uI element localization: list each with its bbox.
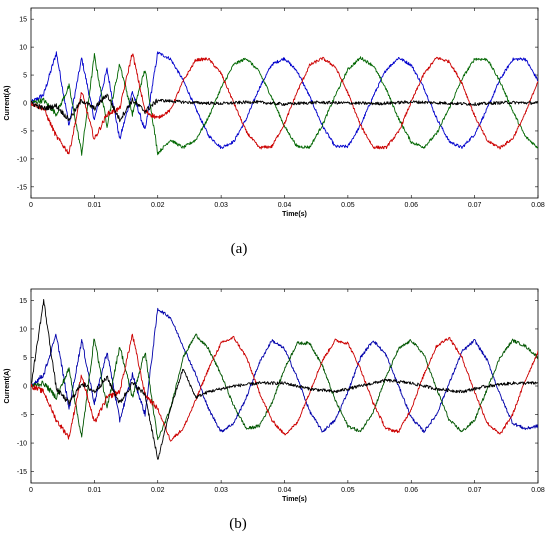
- y-tick-label: -15: [17, 469, 27, 476]
- y-tick-label: 5: [23, 73, 27, 80]
- plot-frame: [30, 288, 539, 484]
- y-tick-label: -10: [17, 156, 27, 163]
- x-tick-label: 0.07: [468, 487, 482, 494]
- x-tick-label: 0.02: [151, 487, 165, 494]
- x-tick-label: 0: [29, 487, 33, 494]
- series-line: [31, 299, 538, 460]
- y-tick-label: 15: [19, 17, 27, 24]
- series-line: [31, 51, 538, 150]
- y-tick-label: -5: [21, 128, 27, 135]
- x-tick-label: 0.08: [531, 202, 545, 209]
- series-line: [31, 307, 538, 434]
- x-tick-label: 0.03: [214, 487, 228, 494]
- x-tick-label: 0.06: [404, 202, 418, 209]
- x-tick-label: 0.03: [214, 202, 228, 209]
- y-axis-label: Current(A): [4, 86, 11, 121]
- panel-caption: (b): [229, 516, 247, 532]
- x-tick-label: 0.04: [278, 202, 292, 209]
- y-tick-label: -15: [17, 184, 27, 191]
- y-tick-label: 10: [19, 45, 27, 52]
- series-line: [31, 52, 538, 156]
- x-tick-label: 0.01: [88, 487, 102, 494]
- series-line: [31, 333, 538, 441]
- series-line: [31, 93, 538, 123]
- x-tick-label: 0.05: [341, 487, 355, 494]
- x-tick-label: 0.05: [341, 202, 355, 209]
- panel-caption: (a): [231, 241, 248, 257]
- x-tick-label: 0.01: [88, 202, 102, 209]
- y-axis-label: Current(A): [4, 369, 11, 404]
- x-axis-label: Time(s): [282, 211, 307, 218]
- chart-b: 0 0.01 0.02 0.03 0.04 0.05 0.06 0.07 0.08 -15 -10 -…: [4, 288, 545, 532]
- chart-a: 0 0.01 0.02 0.03 0.04 0.05 0.06 0.07 0.08 -15 -10 -…: [4, 7, 545, 257]
- y-tick-label: 0: [23, 101, 27, 108]
- y-tick-label: -10: [17, 441, 27, 448]
- x-axis-label: Time(s): [282, 496, 307, 503]
- y-tick-label: 10: [19, 326, 27, 333]
- x-tick-label: 0.08: [531, 487, 545, 494]
- x-tick-label: 0.02: [151, 202, 165, 209]
- x-tick-label: 0.07: [468, 202, 482, 209]
- series-line: [31, 333, 538, 442]
- x-tick-label: 0.04: [278, 487, 292, 494]
- y-tick-label: 15: [19, 298, 27, 305]
- y-tick-label: 0: [23, 384, 27, 391]
- x-tick-label: 0: [29, 202, 33, 209]
- plot-frame: [30, 7, 539, 199]
- y-tick-label: 5: [23, 355, 27, 362]
- x-tick-label: 0.06: [404, 487, 418, 494]
- y-tick-label: -5: [21, 412, 27, 419]
